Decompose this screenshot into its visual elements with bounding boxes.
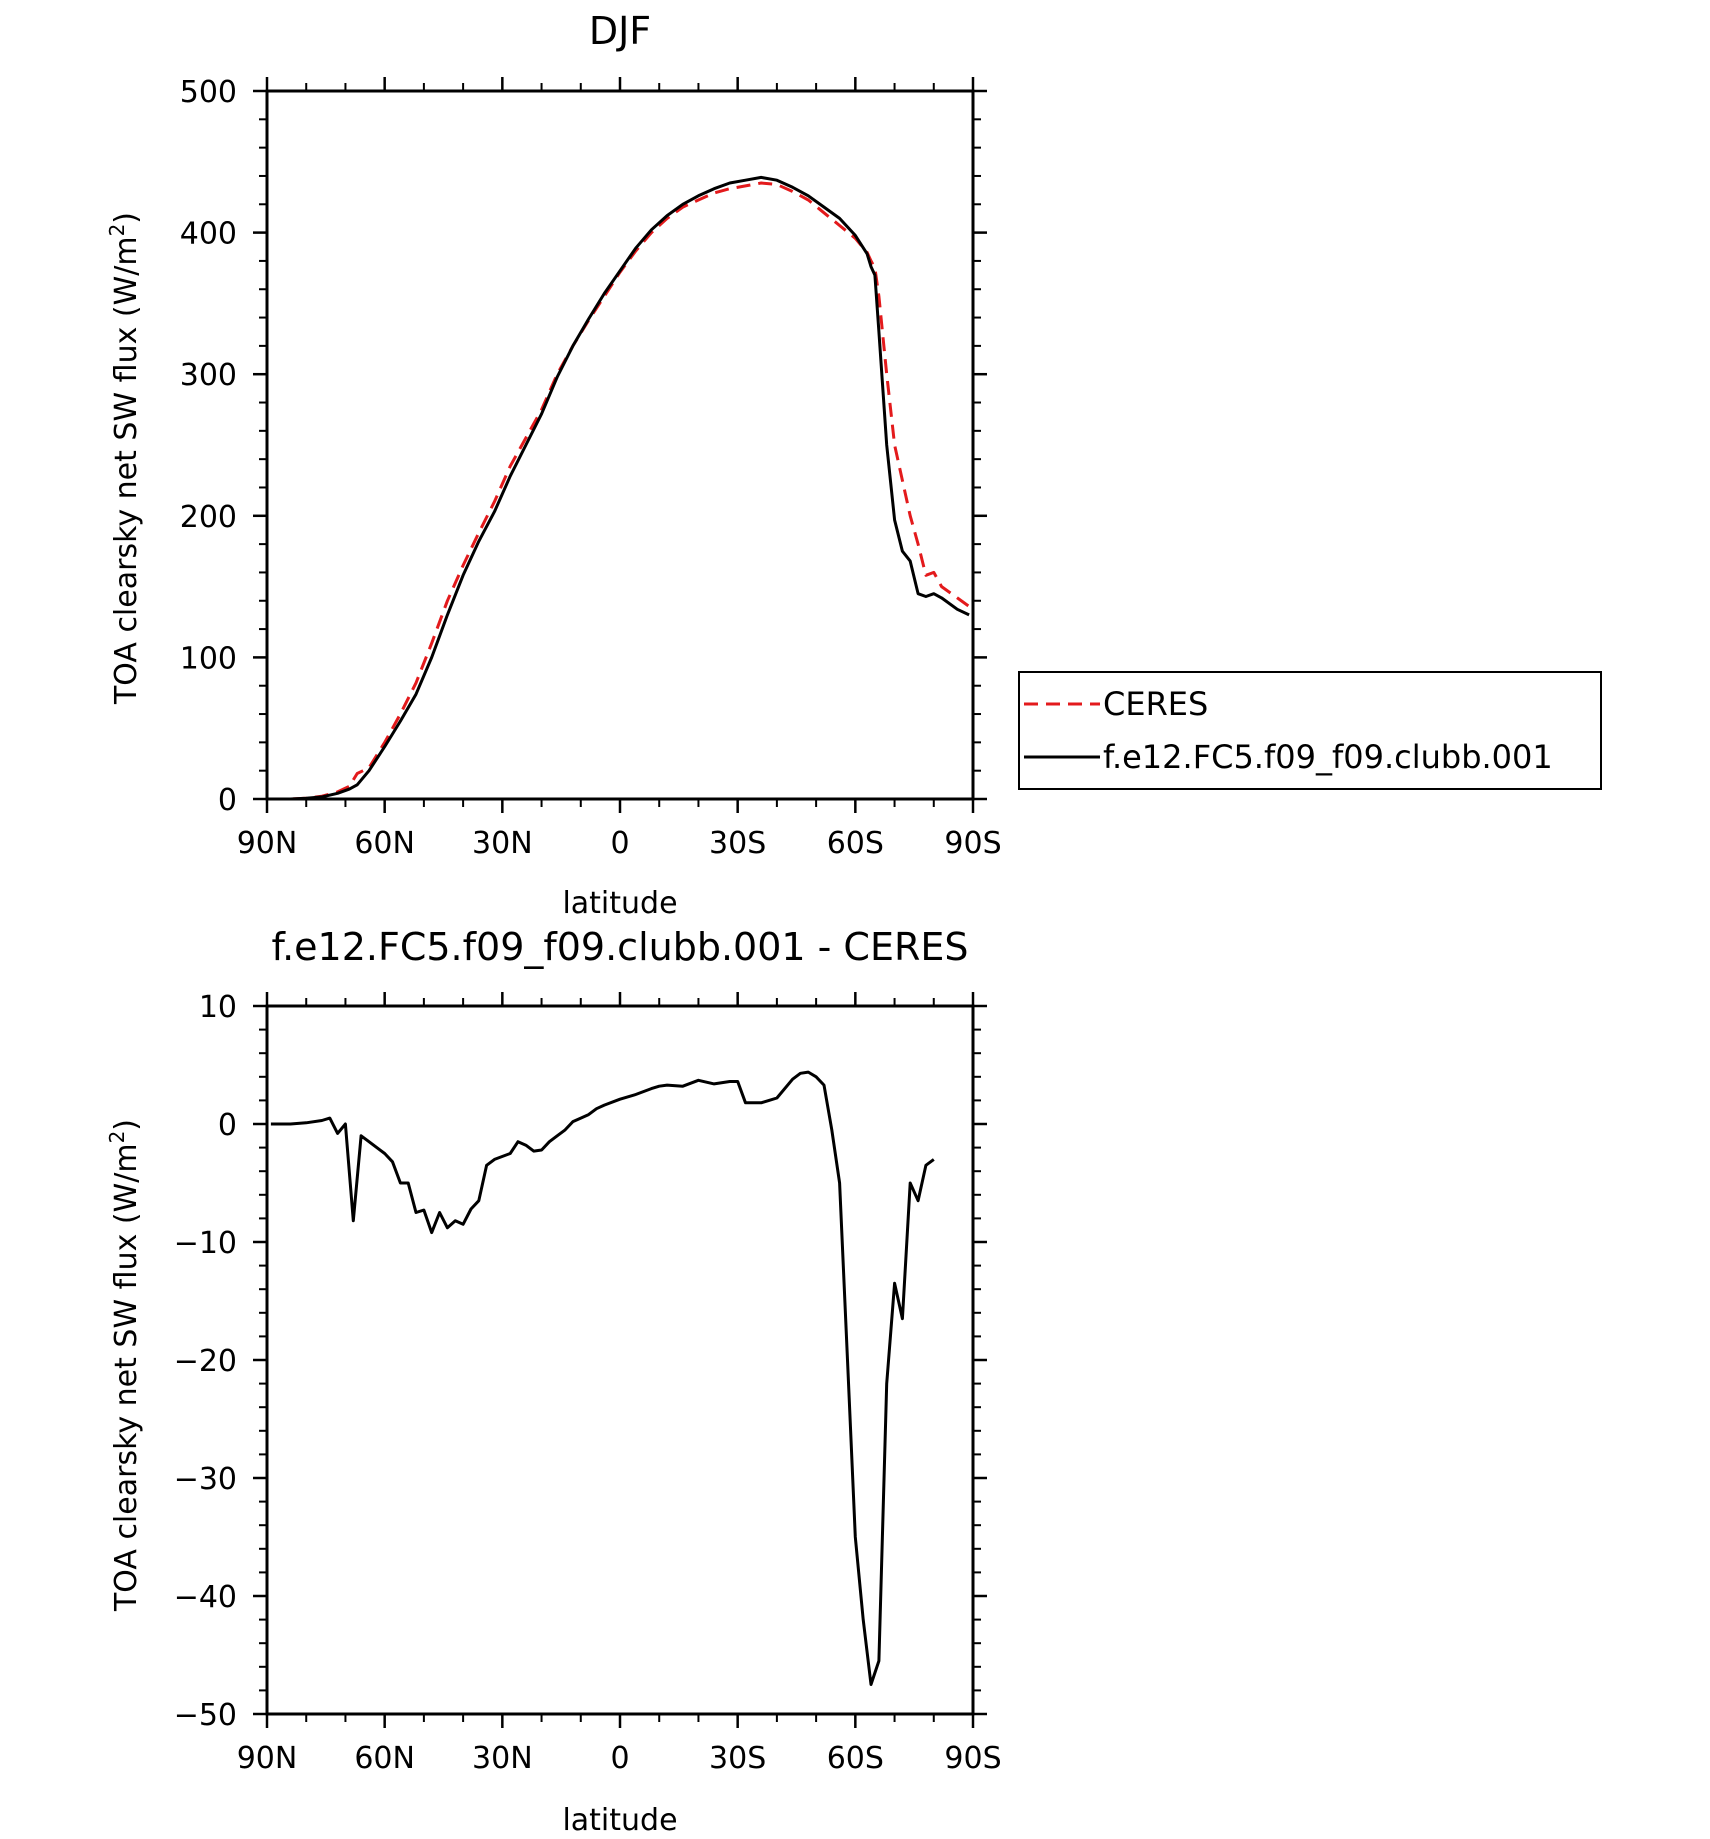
bottom-x-tick-label: 90N bbox=[237, 1741, 298, 1776]
bottom-x-tick-label: 90S bbox=[944, 1741, 1001, 1776]
top-x-tick-label: 90S bbox=[944, 826, 1001, 861]
bottom-plot-frame bbox=[265, 1004, 975, 1716]
top-y-tick-label: 400 bbox=[180, 217, 237, 252]
top-y-axis-label: TOA clearsky net SW flux (W/m2) bbox=[105, 212, 144, 705]
top-x-axis-label: latitude bbox=[562, 886, 677, 921]
top-x-tick-label: 60N bbox=[354, 826, 415, 861]
bottom-y-tick-label: 0 bbox=[218, 1108, 237, 1143]
top-plot-frame bbox=[265, 89, 975, 801]
bottom-y-label-main: TOA clearsky net SW flux (W/m bbox=[109, 1143, 144, 1612]
bottom-x-tick-label: 30S bbox=[709, 1741, 766, 1776]
bottom-x-axis-label: latitude bbox=[562, 1803, 677, 1838]
bottom-chart-title: f.e12.FC5.f09_f09.clubb.001 - CERES bbox=[271, 925, 968, 969]
legend-box bbox=[1018, 671, 1602, 790]
top-panel: DJF latitude TOA clearsky net SW flux (W… bbox=[105, 9, 1602, 921]
bottom-x-tick-label: 30N bbox=[472, 1741, 533, 1776]
top-x-tick-label: 30S bbox=[709, 826, 766, 861]
bottom-y-tick-label: −50 bbox=[174, 1698, 237, 1733]
legend-label-model: f.e12.FC5.f09_f09.clubb.001 bbox=[1103, 738, 1553, 776]
top-y-label-sup: 2 bbox=[105, 224, 129, 237]
bottom-y-tick-label: 10 bbox=[199, 990, 237, 1025]
bottom-x-tick-label: 0 bbox=[610, 1741, 629, 1776]
top-y-label-end: ) bbox=[109, 212, 144, 224]
top-y-label-main: TOA clearsky net SW flux (W/m bbox=[109, 236, 144, 705]
top-series-line-1 bbox=[270, 175, 970, 801]
top-x-tick-label: 90N bbox=[237, 826, 298, 861]
top-y-tick-label: 500 bbox=[180, 75, 237, 110]
bottom-y-tick-label: −40 bbox=[174, 1580, 237, 1615]
top-x-tick-label: 30N bbox=[472, 826, 533, 861]
top-y-tick-label: 0 bbox=[218, 783, 237, 818]
top-y-tick-label: 200 bbox=[180, 500, 237, 535]
bottom-y-tick-label: −30 bbox=[174, 1462, 237, 1497]
bottom-y-axis-label: TOA clearsky net SW flux (W/m2) bbox=[105, 1119, 144, 1612]
bottom-y-tick-label: −20 bbox=[174, 1344, 237, 1379]
legend: CERES f.e12.FC5.f09_f09.clubb.001 bbox=[1018, 671, 1602, 790]
bottom-x-tick-label: 60N bbox=[354, 1741, 415, 1776]
top-x-tick-label: 0 bbox=[610, 826, 629, 861]
top-y-tick-label: 300 bbox=[180, 358, 237, 393]
bottom-y-label-end: ) bbox=[109, 1119, 144, 1131]
bottom-y-tick-label: −10 bbox=[174, 1226, 237, 1261]
top-y-tick-label: 100 bbox=[180, 641, 237, 676]
top-plot-area: 90N 60N 30N 0 30S 60S 90S 0 100 200 300 400 500 bbox=[180, 75, 1002, 861]
bottom-x-tick-label: 60S bbox=[827, 1741, 884, 1776]
bottom-series-line-0 bbox=[270, 1070, 935, 1686]
top-x-tick-label: 60S bbox=[827, 826, 884, 861]
bottom-y-label-sup: 2 bbox=[105, 1131, 129, 1144]
top-chart-title: DJF bbox=[589, 9, 651, 53]
bottom-plot-area: 90N 60N 30N 0 30S 60S 90S 10 0 −10 −20 −30 −40 −50 bbox=[174, 990, 1002, 1776]
top-series-line-0 bbox=[270, 181, 970, 801]
legend-label-ceres: CERES bbox=[1103, 685, 1208, 723]
bottom-panel: f.e12.FC5.f09_f09.clubb.001 - CERES lati… bbox=[105, 925, 1002, 1838]
